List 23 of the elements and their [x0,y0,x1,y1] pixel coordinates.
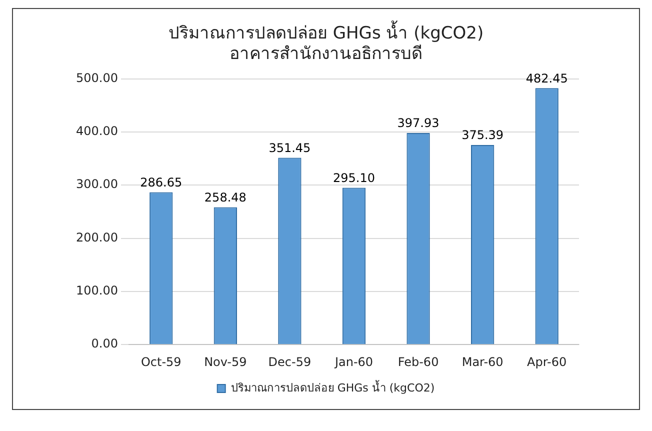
data-label: 295.10 [332,170,375,185]
x-tick-label: Oct-59 [140,354,182,369]
chart-subtitle: อาคารสำนักงานอธิการบดี [230,44,422,64]
x-tick-label: Jan-60 [334,354,374,369]
chart-title: ปริมาณการปลดปล่อย GHGs น้ำ (kgCO2) [168,20,484,44]
x-tick-label: Feb-60 [398,354,439,369]
x-tick-label: Dec-59 [268,354,312,369]
y-tick-label: 200.00 [76,230,118,244]
x-tick-label: Apr-60 [527,354,567,369]
y-tick-label: 0.00 [91,336,118,351]
data-label: 286.65 [140,175,182,190]
y-tick-label: 500.00 [76,70,118,85]
y-tick-label: 100.00 [76,284,118,298]
x-tick-label: Nov-59 [204,354,247,369]
legend-label: ปริมาณการปลดปล่อย GHGs น้ำ (kgCO2) [230,379,435,394]
data-label: 258.48 [204,190,246,204]
data-label: 397.93 [397,116,440,130]
y-tick-label: 400.00 [76,124,118,138]
data-label: 482.45 [526,71,568,86]
data-label: 351.45 [268,140,311,155]
x-tick-label: Mar-60 [462,354,504,369]
data-label: 375.39 [462,128,504,142]
y-tick-label: 300.00 [76,177,118,192]
